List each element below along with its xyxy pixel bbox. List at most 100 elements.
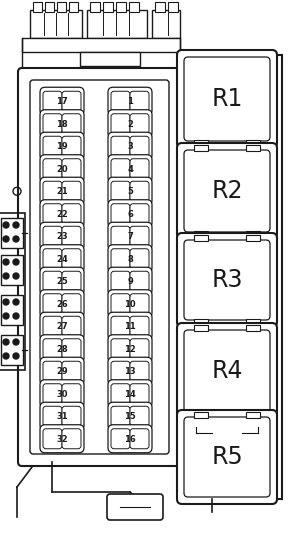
FancyBboxPatch shape — [130, 204, 149, 224]
Bar — [33, 2, 42, 12]
FancyBboxPatch shape — [40, 402, 84, 430]
Bar — [168, 2, 178, 12]
Bar — [103, 2, 113, 12]
FancyBboxPatch shape — [108, 402, 152, 430]
Text: 16: 16 — [124, 435, 136, 444]
Bar — [152, 10, 180, 38]
FancyBboxPatch shape — [111, 249, 130, 269]
Circle shape — [13, 273, 19, 279]
FancyBboxPatch shape — [62, 294, 81, 314]
FancyBboxPatch shape — [108, 110, 152, 138]
Text: 3: 3 — [127, 142, 133, 151]
FancyBboxPatch shape — [40, 357, 84, 385]
Circle shape — [3, 353, 9, 359]
Text: 5: 5 — [127, 187, 133, 196]
FancyBboxPatch shape — [40, 177, 84, 205]
FancyBboxPatch shape — [184, 330, 270, 412]
Text: 32: 32 — [56, 435, 68, 444]
FancyBboxPatch shape — [108, 222, 152, 250]
Circle shape — [13, 299, 19, 305]
FancyBboxPatch shape — [40, 312, 84, 340]
FancyBboxPatch shape — [43, 136, 62, 156]
Text: 22: 22 — [56, 210, 68, 219]
FancyBboxPatch shape — [130, 249, 149, 269]
FancyBboxPatch shape — [62, 339, 81, 359]
Bar — [194, 231, 208, 237]
FancyBboxPatch shape — [43, 339, 62, 359]
FancyBboxPatch shape — [62, 272, 81, 291]
FancyBboxPatch shape — [130, 294, 149, 314]
FancyBboxPatch shape — [108, 177, 152, 205]
FancyBboxPatch shape — [111, 226, 130, 246]
Bar — [246, 235, 260, 241]
FancyBboxPatch shape — [111, 204, 130, 224]
Circle shape — [13, 236, 19, 242]
FancyBboxPatch shape — [62, 159, 81, 179]
FancyBboxPatch shape — [130, 316, 149, 336]
Text: 2: 2 — [127, 120, 133, 129]
FancyBboxPatch shape — [111, 136, 130, 156]
Bar — [194, 411, 208, 417]
Bar — [116, 2, 126, 12]
Text: 12: 12 — [124, 345, 136, 353]
FancyBboxPatch shape — [40, 155, 84, 183]
Text: 11: 11 — [124, 322, 136, 331]
FancyBboxPatch shape — [111, 316, 130, 336]
Bar — [45, 2, 54, 12]
FancyBboxPatch shape — [40, 425, 84, 453]
Text: 30: 30 — [56, 390, 68, 399]
Bar — [246, 140, 260, 146]
Circle shape — [13, 353, 19, 359]
FancyBboxPatch shape — [130, 384, 149, 404]
FancyBboxPatch shape — [108, 334, 152, 363]
FancyBboxPatch shape — [62, 361, 81, 381]
FancyBboxPatch shape — [43, 294, 62, 314]
FancyBboxPatch shape — [108, 267, 152, 295]
Text: R2: R2 — [211, 179, 243, 203]
Text: 13: 13 — [124, 367, 136, 376]
FancyBboxPatch shape — [108, 425, 152, 453]
FancyBboxPatch shape — [108, 155, 152, 183]
Text: 25: 25 — [56, 277, 68, 286]
Text: R5: R5 — [211, 445, 243, 469]
FancyBboxPatch shape — [108, 132, 152, 160]
Bar — [194, 325, 208, 331]
Text: 18: 18 — [56, 120, 68, 129]
FancyBboxPatch shape — [43, 113, 62, 134]
Circle shape — [13, 339, 19, 345]
Bar — [246, 412, 260, 418]
FancyBboxPatch shape — [130, 181, 149, 201]
FancyBboxPatch shape — [130, 159, 149, 179]
Bar — [246, 231, 260, 237]
FancyBboxPatch shape — [111, 181, 130, 201]
FancyBboxPatch shape — [108, 380, 152, 408]
Bar — [246, 411, 260, 417]
Circle shape — [13, 313, 19, 319]
FancyBboxPatch shape — [30, 80, 169, 454]
Bar — [0, 213, 25, 370]
Text: 31: 31 — [56, 412, 68, 421]
FancyBboxPatch shape — [108, 200, 152, 228]
Text: 1: 1 — [127, 97, 133, 106]
Text: 14: 14 — [124, 390, 136, 399]
Text: 20: 20 — [56, 165, 68, 174]
FancyBboxPatch shape — [111, 294, 130, 314]
Text: 10: 10 — [124, 300, 136, 309]
Text: 21: 21 — [56, 187, 68, 196]
FancyBboxPatch shape — [130, 91, 149, 111]
FancyBboxPatch shape — [62, 384, 81, 404]
Circle shape — [3, 339, 9, 345]
Bar — [1, 335, 23, 365]
FancyBboxPatch shape — [111, 91, 130, 111]
FancyBboxPatch shape — [130, 429, 149, 449]
FancyBboxPatch shape — [62, 226, 81, 246]
FancyBboxPatch shape — [62, 91, 81, 111]
FancyBboxPatch shape — [62, 429, 81, 449]
FancyBboxPatch shape — [184, 417, 270, 497]
FancyBboxPatch shape — [40, 110, 84, 138]
FancyBboxPatch shape — [62, 136, 81, 156]
FancyBboxPatch shape — [108, 245, 152, 273]
FancyBboxPatch shape — [43, 272, 62, 291]
Text: 27: 27 — [56, 322, 68, 331]
FancyBboxPatch shape — [111, 384, 130, 404]
